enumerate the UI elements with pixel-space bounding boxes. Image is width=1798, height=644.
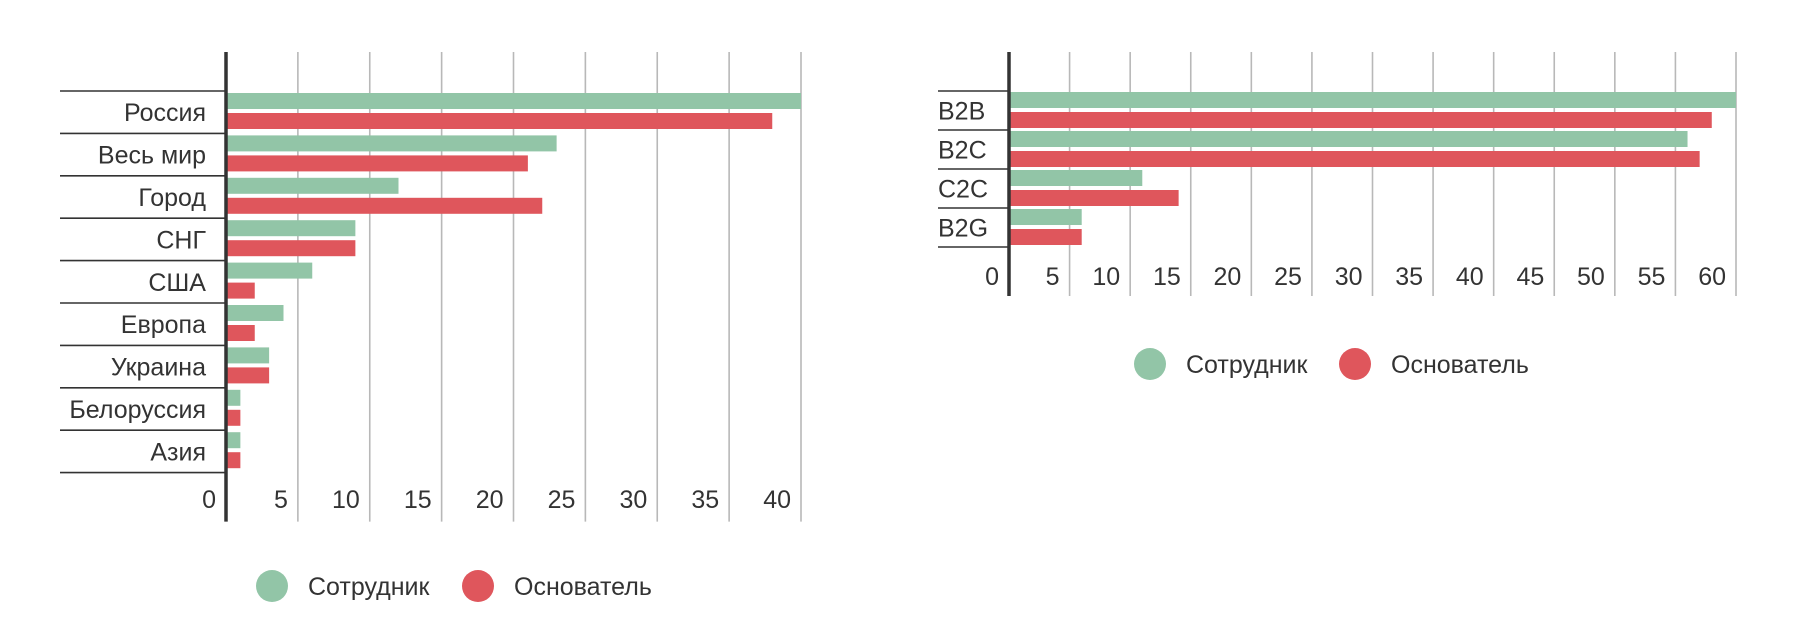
business-models-tick-label: 30	[1335, 263, 1363, 291]
regions-bar-founder	[226, 155, 528, 172]
regions-bar-employee	[226, 347, 270, 364]
regions-tick-label: 10	[332, 486, 360, 514]
regions-bar-founder	[226, 282, 255, 299]
chart-business-models: B2B B2C C2C B2G 0 5 10 15 20 25 30 35 40 45 50 55 60 Сотр…	[938, 52, 1737, 380]
business-models-bar-founder	[1009, 112, 1712, 128]
business-models-bar-employee	[1009, 92, 1736, 108]
regions-category-label: Белоруссия	[69, 396, 206, 424]
regions-bar-employee	[226, 93, 801, 109]
business-models-legend-swatch-employee	[1134, 348, 1166, 380]
regions-category-label: Россия	[124, 99, 206, 127]
regions-category-label: Европа	[121, 311, 206, 339]
regions-bar-employee	[226, 389, 241, 406]
regions-tick-label: 30	[619, 486, 647, 514]
regions-bar-employee	[226, 220, 356, 237]
business-models-legend-label: Основатель	[1391, 351, 1529, 379]
business-models-bar-employee	[1009, 170, 1143, 186]
regions-bar-founder	[226, 197, 543, 214]
business-models-tick-label: 60	[1698, 263, 1726, 291]
regions-bar-employee	[226, 177, 399, 194]
regions-category-label: Азия	[150, 438, 206, 466]
business-models-tick-label: 45	[1516, 263, 1544, 291]
regions-legend-swatch-employee	[256, 570, 288, 602]
business-models-bar-founder	[1009, 190, 1179, 206]
business-models-bar-founder	[1009, 229, 1082, 245]
regions-category-label: Город	[138, 184, 206, 212]
business-models-category-label: B2G	[938, 215, 988, 243]
regions-tick-label: 5	[274, 486, 288, 514]
business-models-legend-swatch-founder	[1339, 348, 1371, 380]
regions-bar-employee	[226, 262, 313, 279]
regions-bar-founder	[226, 325, 255, 341]
regions-bar-founder	[226, 240, 356, 257]
chart-regions: Россия Весь мир Город СНГ США Европа Украина Бе…	[60, 52, 802, 602]
regions-category-label: Весь мир	[98, 142, 206, 170]
business-models-tick-label: 40	[1456, 263, 1484, 291]
regions-bar-founder	[226, 367, 270, 384]
regions-bar-employee	[226, 432, 241, 449]
regions-tick-label: 20	[476, 486, 504, 514]
business-models-category-label: B2C	[938, 137, 987, 165]
regions-legend-swatch-founder	[462, 570, 494, 602]
business-models-tick-label: 0	[985, 263, 999, 291]
regions-category-label: СНГ	[156, 226, 206, 254]
regions-tick-label: 35	[691, 486, 719, 514]
business-models-tick-label: 15	[1153, 263, 1181, 291]
regions-tick-label: 25	[548, 486, 576, 514]
business-models-tick-label: 20	[1214, 263, 1242, 291]
regions-bar-employee	[226, 305, 284, 321]
regions-bar-founder	[226, 113, 773, 129]
business-models-tick-label: 35	[1395, 263, 1423, 291]
business-models-tick-label: 10	[1092, 263, 1120, 291]
business-models-legend-label: Сотрудник	[1186, 351, 1309, 379]
regions-legend-label: Сотрудник	[308, 573, 431, 601]
regions-bar-founder	[226, 409, 241, 426]
business-models-bar-founder	[1009, 151, 1700, 167]
business-models-tick-label: 50	[1577, 263, 1605, 291]
regions-tick-label: 15	[404, 486, 432, 514]
business-models-category-label: C2C	[938, 176, 988, 204]
regions-category-label: Украина	[111, 354, 206, 382]
business-models-category-label: B2B	[938, 98, 985, 126]
regions-legend-label: Основатель	[514, 573, 652, 601]
business-models-tick-label: 25	[1274, 263, 1302, 291]
regions-bar-founder	[226, 452, 241, 469]
regions-tick-label: 40	[763, 486, 791, 514]
business-models-bar-employee	[1009, 131, 1688, 147]
business-models-tick-label: 55	[1638, 263, 1666, 291]
regions-bar-employee	[226, 135, 557, 152]
business-models-tick-label: 5	[1046, 263, 1060, 291]
regions-category-label: США	[148, 269, 206, 297]
regions-tick-label: 0	[202, 486, 216, 514]
business-models-bar-employee	[1009, 209, 1082, 225]
